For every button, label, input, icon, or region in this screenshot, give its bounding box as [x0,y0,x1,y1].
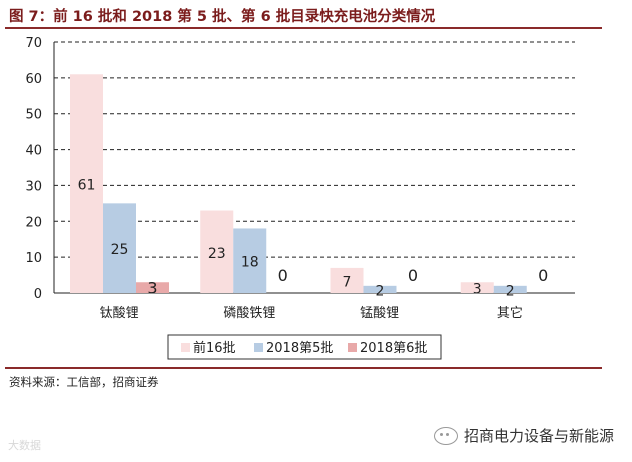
legend-swatch [181,343,190,352]
data-label: 3 [473,282,482,298]
bar [233,228,267,293]
title-rule [5,27,602,29]
legend-label: 前16批 [193,340,236,356]
data-label: 7 [343,274,352,290]
bar [103,203,136,293]
bar [136,282,169,293]
data-label: 0 [408,266,418,285]
legend-box [167,334,442,360]
y-tick-label: 20 [25,215,42,230]
data-label: 3 [147,279,157,298]
legend-swatch [254,343,263,352]
watermark-right-label: 招商电力设备与新能源 [464,427,615,445]
y-tick-label: 0 [34,287,42,302]
data-label: 2 [376,283,385,299]
x-tick-label: 其它 [497,305,523,321]
legend-label: 2018第6批 [360,341,427,356]
bar [460,282,494,293]
data-label: 2 [506,283,515,299]
y-tick-label: 70 [25,36,42,51]
y-tick-label: 30 [25,179,42,194]
wechat-icon [434,426,458,445]
y-tick-label: 10 [25,251,42,266]
data-label: 0 [278,266,288,285]
y-tick-label: 40 [25,144,42,159]
x-tick-label: 磷酸铁锂 [223,306,275,321]
bar [493,285,527,293]
figure-title: 图 7：前 16 批和 2018 第 5 批、第 6 批目录快充电池分类情况 [9,9,436,25]
watermark-left: 大数据 [8,439,41,452]
x-tick-label: 锰酸锂 [360,306,399,321]
bar [363,285,397,293]
bar [200,210,234,293]
data-label: 23 [208,246,226,262]
x-tick-label: 钛酸锂 [100,306,139,321]
source-note: 资料来源：工信部，招商证券 [9,375,159,389]
data-label: 0 [538,266,548,285]
data-label: 25 [111,242,129,258]
y-tick-label: 60 [25,72,42,87]
legend-swatch [348,343,357,352]
data-label: 61 [78,178,96,194]
watermark-right: 招商电力设备与新能源 [434,425,614,446]
source-rule [5,367,602,369]
bar [70,74,103,294]
y-tick-label: 50 [25,108,42,123]
legend-label: 2018第5批 [266,341,333,356]
data-label: 18 [241,255,259,271]
bar [330,267,364,293]
